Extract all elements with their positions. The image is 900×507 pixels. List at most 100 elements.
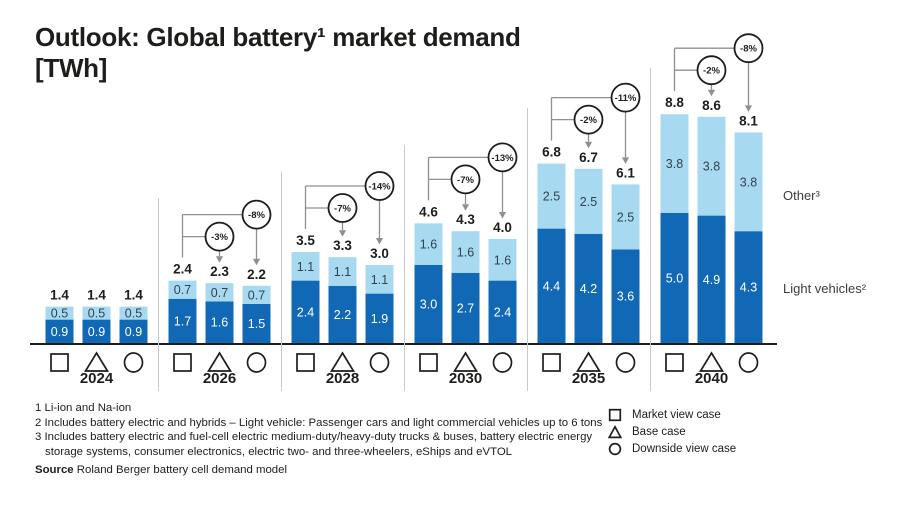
bar-segment-light-vehicles bbox=[488, 280, 517, 343]
group-divider bbox=[650, 68, 651, 391]
bar-segment-light-vehicles bbox=[414, 265, 443, 343]
delta-badge bbox=[487, 142, 518, 173]
base-case-marker-icon bbox=[698, 351, 725, 372]
arrowhead-icon bbox=[461, 204, 470, 211]
bar-total-label: 6.1 bbox=[616, 165, 635, 180]
footnote-2: 2 Includes battery electric and hybrids … bbox=[35, 416, 603, 429]
bar-segment-light-vehicles bbox=[205, 301, 234, 343]
segment-value-other: 3.8 bbox=[666, 157, 683, 171]
delta-badge bbox=[610, 82, 641, 113]
segment-value-other: 0.5 bbox=[125, 307, 142, 321]
downside-marker-icon bbox=[123, 352, 144, 373]
footnote-3-continued: storage systems, consumer electronics, e… bbox=[45, 445, 513, 458]
circle-marker-icon bbox=[608, 442, 622, 455]
year-group-2040: 5.0 3.8 8.8 4.9 3.8 8.6 4.3 3.8 8.1 -2% -8% 2040 bbox=[660, 33, 764, 387]
segment-value-other: 2.5 bbox=[617, 210, 634, 224]
bar-total-label: 8.8 bbox=[665, 95, 684, 110]
segment-value-other: 1.6 bbox=[457, 246, 474, 260]
bar-total-label: 3.3 bbox=[333, 238, 352, 253]
legend-label-market-view: Market view case bbox=[632, 408, 721, 421]
downside-marker-icon bbox=[738, 352, 759, 373]
group-divider bbox=[158, 198, 159, 391]
bar-total-label: 6.7 bbox=[579, 150, 598, 165]
segment-value-other: 0.5 bbox=[88, 307, 105, 321]
delta-badge bbox=[450, 164, 481, 195]
legend-label-downside: Downside view case bbox=[632, 442, 737, 455]
base-case-marker-icon bbox=[329, 351, 356, 372]
case-legend: Market view case Base case Downside view… bbox=[608, 406, 736, 457]
delta-value: -3% bbox=[211, 232, 228, 243]
bar-segment-other bbox=[328, 257, 357, 286]
footnote-3: 3 Includes battery electric and fuel-cel… bbox=[35, 431, 593, 443]
delta-badge bbox=[696, 55, 727, 86]
arrowhead-icon bbox=[498, 212, 507, 219]
segment-value-other: 3.8 bbox=[703, 160, 720, 174]
bar-segment-other bbox=[168, 280, 197, 299]
arrowhead-icon bbox=[215, 256, 224, 263]
footnote-1: 1 Li-ion and Na-ion bbox=[35, 402, 132, 414]
bar-segment-light-vehicles bbox=[537, 228, 566, 343]
segment-value-other: 0.7 bbox=[211, 286, 228, 300]
bar-segment-other bbox=[574, 168, 603, 234]
market-view-marker-icon bbox=[665, 353, 684, 372]
segment-value-light-vehicles: 0.9 bbox=[88, 325, 105, 339]
source-line: Source Roland Berger battery cell demand… bbox=[35, 464, 287, 476]
arrowhead-icon bbox=[707, 89, 716, 97]
bar-segment-other bbox=[611, 184, 640, 250]
segment-value-other: 2.5 bbox=[580, 195, 597, 209]
segment-value-other: 1.6 bbox=[494, 253, 511, 267]
downside-marker-icon bbox=[615, 352, 636, 373]
delta-value: -13% bbox=[491, 153, 514, 164]
bar-segment-other bbox=[365, 265, 394, 294]
x-axis-line bbox=[30, 343, 777, 345]
bar-segment-other bbox=[414, 223, 443, 265]
delta-value: -2% bbox=[703, 66, 720, 77]
bar-total-label: 2.3 bbox=[210, 264, 229, 279]
market-view-marker-icon bbox=[173, 353, 192, 372]
bar-segment-other bbox=[537, 163, 566, 229]
segment-value-other: 1.1 bbox=[334, 265, 351, 279]
delta-value: -11% bbox=[615, 93, 637, 104]
segment-value-light-vehicles: 1.7 bbox=[174, 314, 191, 328]
bar-total-label: 2.2 bbox=[247, 267, 266, 282]
source-label: Source bbox=[35, 464, 74, 476]
arrowhead-icon bbox=[252, 258, 261, 266]
bar-segment-light-vehicles bbox=[242, 304, 271, 343]
delta-badge bbox=[204, 221, 235, 252]
base-case-marker-icon bbox=[83, 351, 110, 372]
downside-marker-icon bbox=[492, 352, 513, 373]
delta-value: -14% bbox=[368, 182, 391, 193]
source-text: Roland Berger battery cell demand model bbox=[76, 464, 288, 476]
bar-segment-light-vehicles bbox=[451, 272, 480, 343]
segment-value-light-vehicles: 1.6 bbox=[211, 316, 228, 330]
segment-value-light-vehicles: 4.4 bbox=[543, 279, 560, 293]
bar-chart: 0.9 0.5 1.4 0.9 0.5 1.4 0.9 0.5 1.4 2024 1.7 0.7 2.4… bbox=[35, 28, 773, 393]
segment-value-light-vehicles: 4.2 bbox=[580, 282, 597, 296]
arrowhead-icon bbox=[375, 238, 384, 245]
group-divider bbox=[404, 145, 405, 391]
bar-segment-other bbox=[119, 306, 148, 320]
segment-value-light-vehicles: 5.0 bbox=[666, 272, 683, 286]
legend-label-base-case: Base case bbox=[632, 425, 686, 438]
bar-total-label: 4.0 bbox=[493, 220, 512, 235]
arrowhead-icon bbox=[744, 105, 753, 112]
bar-segment-other bbox=[82, 306, 111, 320]
bar-segment-other bbox=[291, 252, 320, 281]
segment-value-light-vehicles: 2.7 bbox=[457, 301, 474, 315]
series-label-other: Other³ bbox=[783, 188, 820, 203]
group-divider bbox=[281, 172, 282, 391]
bar-total-label: 8.6 bbox=[702, 98, 721, 113]
arrowhead-icon bbox=[584, 141, 593, 149]
bar-segment-other bbox=[205, 283, 234, 302]
year-label: 2040 bbox=[695, 370, 728, 387]
year-label: 2028 bbox=[326, 370, 359, 387]
segment-value-light-vehicles: 2.4 bbox=[297, 305, 314, 319]
segment-value-other: 0.7 bbox=[174, 283, 191, 297]
bar-segment-light-vehicles bbox=[734, 231, 763, 343]
bar-segment-other bbox=[697, 116, 726, 216]
footnotes: 1 Li-ion and Na-ion 2 Includes battery e… bbox=[35, 401, 602, 459]
arrowhead-icon bbox=[338, 230, 347, 237]
slide-title: Outlook: Global battery¹ market demand [… bbox=[35, 22, 521, 84]
bar-segment-other bbox=[734, 132, 763, 232]
